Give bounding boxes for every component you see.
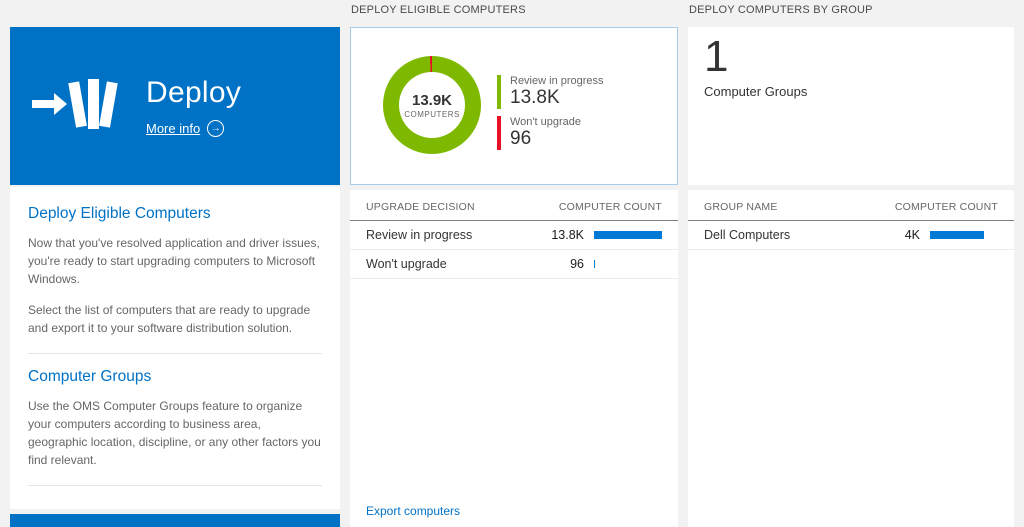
export-computers-link[interactable]: Export computers — [366, 504, 461, 518]
table-header: UPGRADE DECISION COMPUTER COUNT — [350, 190, 678, 221]
middle-column: DEPLOY ELIGIBLE COMPUTERS 13.9K COMPUTER… — [350, 0, 678, 527]
row-label: Review in progress — [366, 228, 473, 242]
bar-track — [930, 231, 998, 239]
legend-item-wont-upgrade: Won't upgrade 96 — [497, 116, 604, 150]
description-panel: Deploy Eligible Computers Now that you'v… — [10, 187, 340, 509]
more-info-link[interactable]: More info — [146, 120, 201, 136]
donut-hole: 13.9K COMPUTERS — [399, 72, 465, 138]
right-column-header: DEPLOY COMPUTERS BY GROUP — [689, 4, 873, 16]
tile-title: Deploy — [146, 75, 242, 109]
left-column: Deploy More info → Deploy Eligible Compu… — [10, 0, 340, 527]
bar-track — [594, 260, 662, 268]
deploy-tile: Deploy More info → — [10, 27, 340, 185]
legend-color-bar — [497, 116, 501, 150]
legend-value: 13.8K — [510, 87, 560, 108]
column-header-upgrade-decision: UPGRADE DECISION — [366, 201, 475, 213]
upgrade-decision-table: UPGRADE DECISION COMPUTER COUNT Review i… — [350, 190, 678, 527]
table-header: GROUP NAME COMPUTER COUNT — [688, 190, 1014, 221]
group-count-label: Computer Groups — [704, 83, 808, 99]
middle-column-header: DEPLOY ELIGIBLE COMPUTERS — [351, 4, 526, 16]
column-header-computer-count: COMPUTER COUNT — [894, 201, 998, 213]
group-count-value: 1 — [704, 32, 729, 81]
bar-track — [594, 231, 662, 239]
section-heading: Computer Groups — [28, 368, 152, 385]
donut-legend: Review in progress 13.8K Won't upgrade 9… — [497, 75, 604, 157]
section-paragraph: Select the list of computers that are re… — [28, 303, 311, 335]
donut-center-value: 13.9K — [411, 91, 453, 109]
count-bar — [930, 231, 985, 239]
row-value: 4K — [904, 228, 920, 242]
table-row-review-in-progress[interactable]: Review in progress 13.8K — [350, 221, 678, 250]
deploy-icon — [32, 73, 120, 140]
legend-value: 96 — [510, 128, 532, 149]
row-label: Won't upgrade — [366, 257, 447, 271]
tile-footer-bar — [10, 514, 340, 527]
section-paragraph: Use the OMS Computer Groups feature to o… — [28, 399, 321, 467]
section-heading: Deploy Eligible Computers — [28, 205, 211, 222]
legend-label: Review in progress — [510, 75, 604, 87]
column-header-computer-count: COMPUTER COUNT — [558, 201, 662, 213]
row-label: Dell Computers — [704, 228, 791, 242]
arrow-right-circle-icon[interactable]: → — [207, 119, 225, 137]
more-info-row: More info → — [146, 119, 241, 137]
section-computer-groups: Computer Groups Use the OMS Computer Gro… — [28, 354, 322, 486]
legend-texts: Won't upgrade 96 — [510, 116, 581, 150]
count-bar — [594, 260, 596, 268]
row-value: 96 — [570, 257, 584, 271]
group-table: GROUP NAME COMPUTER COUNT Dell Computers… — [688, 190, 1014, 527]
donut-chart[interactable]: 13.9K COMPUTERS — [383, 56, 481, 154]
computer-groups-card[interactable]: 1 Computer Groups — [688, 27, 1014, 185]
legend-item-review-in-progress: Review in progress 13.8K — [497, 75, 604, 109]
table-row-wont-upgrade[interactable]: Won't upgrade 96 — [350, 250, 678, 279]
row-value: 13.8K — [551, 228, 584, 242]
right-column: DEPLOY COMPUTERS BY GROUP 1 Computer Gro… — [688, 0, 1014, 527]
eligible-computers-card[interactable]: 13.9K COMPUTERS Review in progress 13.8K… — [350, 27, 678, 185]
count-bar — [594, 231, 662, 239]
section-deploy-eligible-computers: Deploy Eligible Computers Now that you'v… — [28, 191, 322, 354]
legend-label: Won't upgrade — [510, 116, 582, 128]
section-paragraph: Now that you've resolved application and… — [28, 236, 320, 286]
column-header-group-name: GROUP NAME — [704, 201, 778, 213]
table-row-dell-computers[interactable]: Dell Computers 4K — [688, 221, 1014, 250]
donut-center-label: COMPUTERS — [404, 109, 460, 119]
tile-text: Deploy More info → — [146, 76, 241, 137]
legend-color-bar — [497, 75, 501, 109]
legend-texts: Review in progress 13.8K — [510, 75, 604, 109]
